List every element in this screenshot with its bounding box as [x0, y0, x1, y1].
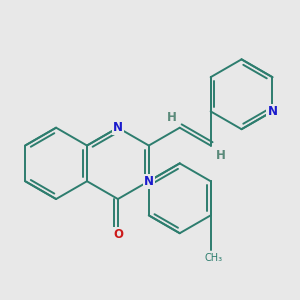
Text: N: N	[113, 121, 123, 134]
Text: N: N	[268, 105, 278, 118]
Text: CH₃: CH₃	[205, 253, 223, 262]
Text: H: H	[167, 111, 177, 124]
Text: O: O	[113, 228, 123, 241]
Text: H: H	[216, 149, 226, 162]
Text: N: N	[144, 175, 154, 188]
